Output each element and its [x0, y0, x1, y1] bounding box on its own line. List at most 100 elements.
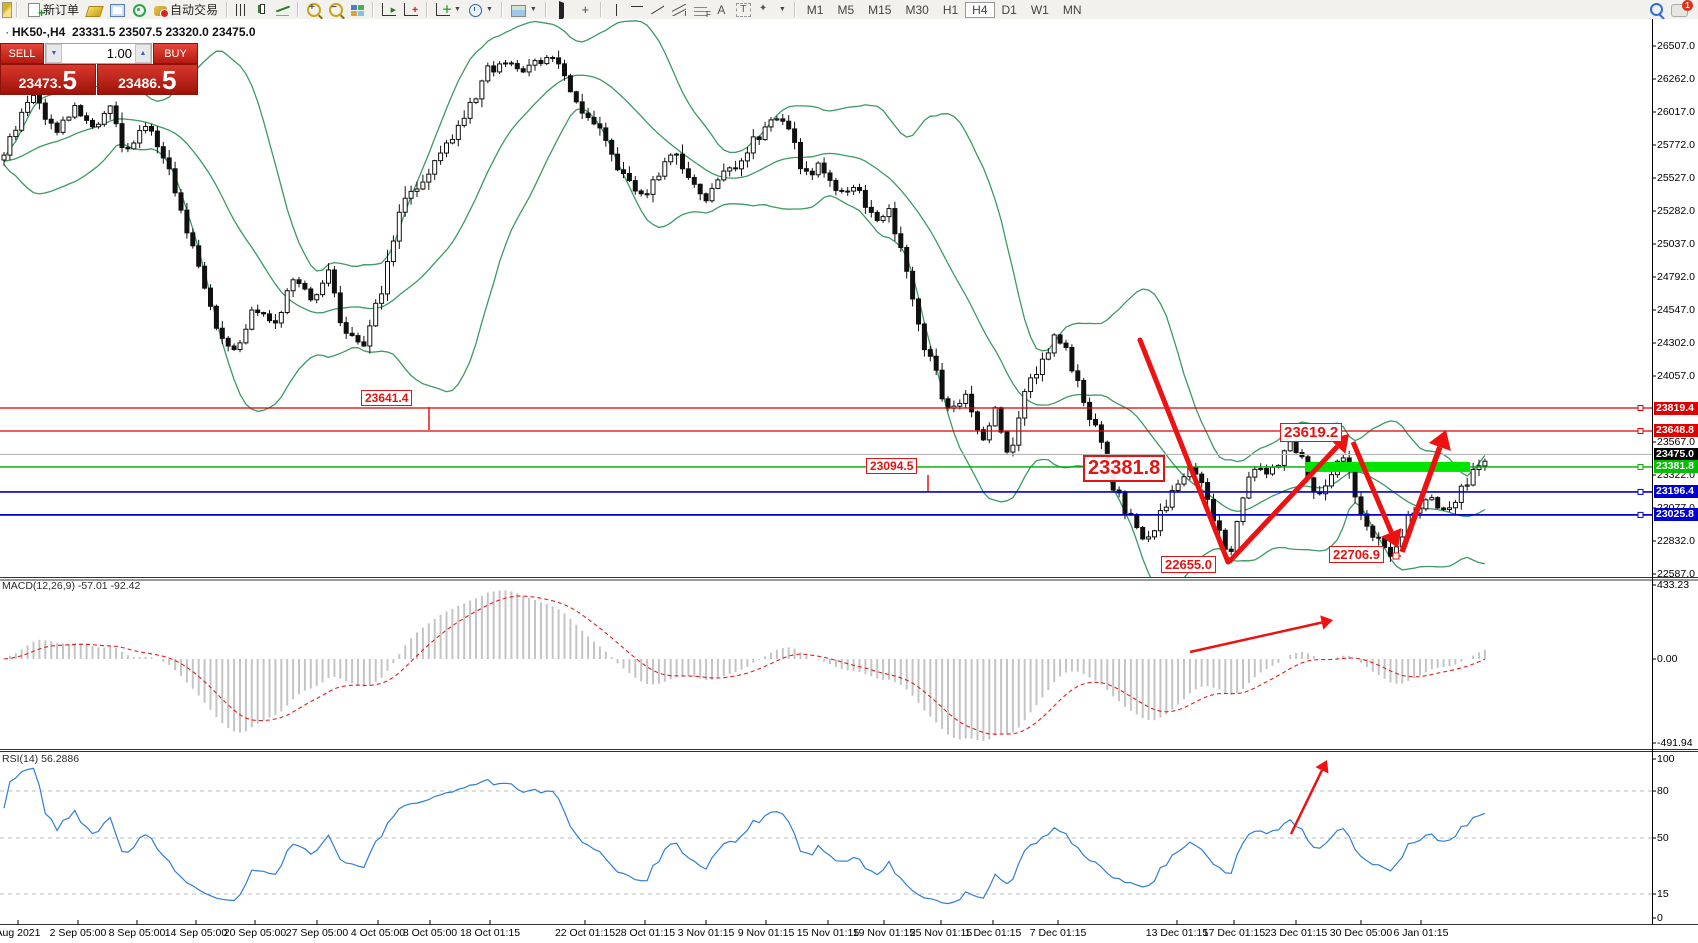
auto-scroll-button[interactable]: [378, 1, 400, 18]
time-label[interactable]: 8 Sep 05:00: [108, 927, 166, 939]
text-tool[interactable]: A: [711, 1, 732, 18]
time-label[interactable]: 28 Oct 01:15: [614, 927, 676, 939]
time-label[interactable]: 22 Oct 01:15: [554, 927, 616, 939]
toolbar: 新订单 自动交易 + − ▼ ▼ ▼ + E F A T ✦▼ M1M5M15M…: [0, 0, 1698, 27]
timeframe-w1[interactable]: W1: [1030, 2, 1049, 17]
timeframe-h1[interactable]: H1: [942, 2, 959, 17]
line-chart-button[interactable]: [272, 1, 293, 18]
time-label[interactable]: 18 Oct 01:15: [459, 927, 521, 939]
timeframe-d1[interactable]: D1: [1001, 2, 1017, 17]
crosshair-icon: +: [581, 1, 590, 17]
buy-button[interactable]: BUY: [153, 43, 198, 64]
cursor-tool[interactable]: [551, 0, 575, 27]
autotrade-button[interactable]: 自动交易: [150, 1, 222, 18]
tile-windows-icon: [351, 4, 365, 16]
market-watch-button[interactable]: [83, 1, 106, 18]
volume-input[interactable]: [62, 44, 135, 63]
chat-icon[interactable]: 1: [1671, 0, 1693, 17]
timeframe-group: M1 M5 M15 M30 H1 H4 D1 W1 MN: [800, 1, 1089, 18]
time-label[interactable]: 9 Nov 01:15: [737, 927, 795, 939]
search-icon[interactable]: [1650, 3, 1663, 16]
price-tick-25527.0: 25527.0: [1657, 172, 1695, 184]
price-tick-26262.0: 26262.0: [1657, 73, 1695, 85]
zoom-in-button[interactable]: +: [303, 1, 325, 18]
chart-window[interactable]: · HK50-,H4 23331.5 23507.5 23320.0 23475.…: [0, 19, 1698, 943]
time-label[interactable]: 13 Dec 01:15: [1145, 927, 1209, 939]
time-label[interactable]: 15 Nov 01:15: [796, 927, 860, 939]
one-click-trading-panel: SELL ▼ ▲ BUY 23473.5 23486.5: [0, 43, 198, 95]
time-label[interactable]: 1 Dec 01:15: [964, 927, 1022, 939]
price-annotation-23094.5[interactable]: 23094.5: [866, 458, 918, 474]
time-label[interactable]: 23 Dec 01:15: [1264, 927, 1328, 939]
timeframe-m30[interactable]: M30: [905, 2, 929, 17]
indicators-icon: [436, 1, 452, 16]
title-marker: ·: [6, 28, 9, 38]
time-label[interactable]: 17 Dec 01:15: [1202, 927, 1266, 939]
bar-chart-button[interactable]: [232, 1, 252, 18]
rsi-tick-100: 100: [1657, 753, 1675, 765]
new-order-button[interactable]: 新订单: [22, 1, 83, 20]
zoom-out-button[interactable]: −: [325, 1, 347, 18]
time-label[interactable]: 2 Sep 05:00: [49, 927, 107, 939]
time-label[interactable]: 6 Jan 01:15: [1393, 927, 1449, 939]
vline-tool[interactable]: [606, 1, 627, 18]
templates-button[interactable]: ▼: [507, 1, 541, 18]
time-label[interactable]: 20 Sep 05:00: [223, 927, 287, 939]
timeframe-m1[interactable]: M1: [806, 2, 824, 17]
auto-scroll-icon: [382, 3, 397, 16]
time-label[interactable]: 7 Dec 01:15: [1029, 927, 1087, 939]
chart-shift-button[interactable]: [400, 1, 422, 18]
price-annotation-23619.2[interactable]: 23619.2: [1280, 423, 1343, 442]
shapes-tool[interactable]: ✦ ▼: [755, 1, 790, 18]
time-label[interactable]: Aug 2021: [0, 927, 41, 939]
tile-windows-button[interactable]: [347, 1, 368, 18]
green-zone[interactable]: [1305, 461, 1470, 472]
time-label[interactable]: 25 Nov 01:15: [909, 927, 973, 939]
timeframe-mn[interactable]: MN: [1062, 2, 1082, 17]
label-tool[interactable]: T: [732, 1, 755, 18]
timeframe-m5[interactable]: M5: [837, 2, 855, 17]
price-tick-26017.0: 26017.0: [1657, 106, 1695, 118]
indicators-button[interactable]: ▼: [432, 1, 465, 18]
price-annotation-23641.4[interactable]: 23641.4: [361, 390, 413, 406]
channel-tool[interactable]: E: [668, 1, 690, 18]
time-label[interactable]: 19 Nov 01:15: [852, 927, 916, 939]
time-label[interactable]: 14 Sep 05:00: [164, 927, 228, 939]
sell-button[interactable]: SELL: [0, 43, 44, 64]
price-annotation-23381.8[interactable]: 23381.8: [1083, 455, 1166, 482]
time-label[interactable]: 4 Oct 05:00: [350, 927, 406, 939]
fibonacci-tool[interactable]: F: [690, 1, 711, 19]
crosshair-tool[interactable]: +: [575, 1, 596, 18]
volume-decrease-button[interactable]: ▼: [46, 44, 62, 63]
zoom-out-icon: −: [329, 2, 344, 17]
candles: [1, 50, 1488, 562]
timeframe-m15[interactable]: M15: [868, 2, 892, 17]
bollinger-upper: [3, 20, 1486, 477]
ask-price[interactable]: 23486. 5: [96, 64, 198, 95]
price-annotation-22706.9[interactable]: 22706.9: [1329, 546, 1384, 563]
bollinger-lower: [3, 107, 1486, 577]
hline-tool[interactable]: [627, 1, 647, 18]
bid-price[interactable]: 23473. 5: [0, 64, 96, 95]
price-annotation-22655.0[interactable]: 22655.0: [1161, 556, 1216, 573]
time-label[interactable]: 30 Dec 05:00: [1329, 927, 1393, 939]
macd-tick--491.94: -491.94: [1657, 737, 1693, 749]
candle-chart-button[interactable]: [252, 1, 272, 18]
time-label[interactable]: 3 Nov 01:15: [677, 927, 735, 939]
signals-button[interactable]: [129, 1, 150, 18]
chart-shift-icon: [404, 3, 419, 16]
timeframe-h4[interactable]: H4: [965, 1, 995, 18]
terminal-button[interactable]: [106, 1, 129, 18]
symbol-timeframe: HK50-,H4: [12, 25, 66, 39]
price-badge-23819.4: 23819.4: [1654, 401, 1698, 415]
trendline-tool[interactable]: [647, 1, 668, 18]
time-label[interactable]: 27 Sep 05:00: [285, 927, 349, 939]
notification-badge: 1: [1682, 0, 1693, 11]
chart-canvas[interactable]: [0, 19, 1698, 943]
time-label[interactable]: 8 Oct 05:00: [402, 927, 458, 939]
rsi-label: RSI(14) 56.2886: [2, 753, 80, 765]
volume-increase-button[interactable]: ▲: [135, 44, 151, 63]
periods-button[interactable]: ▼: [465, 1, 497, 18]
candle-chart-icon: [256, 3, 268, 16]
price-tick-24547.0: 24547.0: [1657, 304, 1695, 316]
